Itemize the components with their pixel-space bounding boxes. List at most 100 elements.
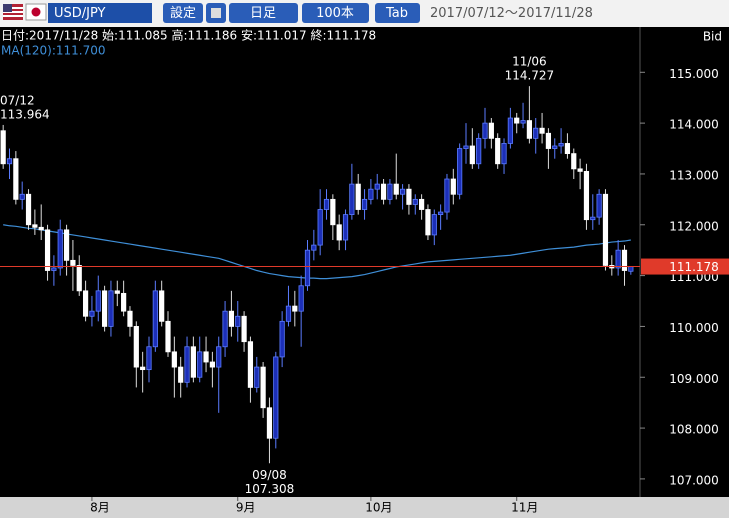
candle-body [254, 366, 260, 388]
candle-body [355, 183, 361, 210]
annotation-value: 114.727 [505, 69, 555, 83]
candle-body [399, 188, 406, 195]
candle-body [38, 226, 44, 231]
button-label: 100本 [316, 6, 354, 21]
candle-body [361, 198, 368, 210]
annotation-value: 113.964 [0, 107, 50, 121]
ohlc-info: 日付:2017/11/28 始:111.085 高:111.186 安:111.… [1, 28, 376, 43]
candle-body [298, 285, 304, 312]
last-price-tag [641, 258, 729, 275]
candle-body [577, 168, 583, 172]
candle-body [152, 290, 158, 348]
candle-body [32, 224, 38, 228]
button-label: 日足 [250, 6, 276, 21]
x-tick-label: 10月 [365, 501, 392, 515]
candle-body [615, 249, 621, 269]
date-range: 2017/07/12～2017/11/28 [430, 6, 593, 21]
candle-body [317, 209, 323, 246]
candle-body [368, 188, 374, 200]
candle-body [425, 209, 431, 236]
candle-body [209, 361, 215, 368]
candle-body [495, 137, 501, 165]
candle-body [140, 366, 146, 371]
annotation-date: 11/06 [512, 55, 547, 69]
candle-body [266, 407, 273, 439]
candle-body [545, 132, 552, 149]
button-label: Tab [385, 6, 408, 21]
y-tick-label: 112.000 [669, 219, 719, 233]
candle-body [444, 178, 450, 213]
y-tick-label: 113.000 [669, 168, 719, 182]
candle-body [323, 198, 330, 210]
candle-body [102, 290, 108, 327]
candle-body [488, 122, 494, 139]
candle-body [159, 290, 165, 322]
candle-body [44, 229, 51, 271]
candle-body [273, 356, 279, 439]
us-flag [3, 4, 23, 20]
count-button[interactable] [302, 3, 369, 23]
candle-body [95, 290, 101, 312]
y-tick-label: 114.000 [669, 118, 719, 132]
candle-body [70, 259, 76, 266]
candle-body [507, 117, 513, 144]
candle-body [501, 143, 507, 165]
candle-body [121, 292, 127, 312]
candle-body [583, 171, 590, 221]
candle-body [336, 224, 342, 241]
period-button[interactable] [229, 3, 298, 23]
ma-label: MA(120):111.700 [1, 44, 106, 58]
candle-body [431, 214, 437, 236]
candle-body [628, 266, 634, 272]
pair-button[interactable] [48, 3, 152, 23]
candle-body [6, 158, 13, 165]
candle-body [412, 198, 418, 205]
candle-body [539, 127, 545, 134]
candle-body [0, 130, 6, 165]
candle-body [457, 148, 463, 195]
candle-body [558, 143, 564, 147]
candle-body [190, 346, 196, 378]
tab-button[interactable] [375, 3, 420, 23]
y-tick-label: 110.000 [669, 321, 719, 335]
candle-body [247, 341, 254, 388]
candle-body [330, 198, 336, 226]
annotation-value: 107.308 [245, 482, 295, 496]
candle-body [393, 183, 399, 195]
ma-line [3, 224, 631, 280]
y-tick-label: 109.000 [669, 372, 719, 386]
candle-body [304, 249, 311, 287]
candle-body [406, 188, 412, 205]
candle-body [57, 229, 63, 269]
candle-body [349, 183, 355, 216]
candle-body [25, 193, 32, 226]
x-axis-strip [0, 497, 729, 518]
candle-body [520, 120, 526, 124]
candle-body [514, 117, 520, 124]
candle-body [596, 193, 602, 218]
y-tick-label: 115.000 [669, 67, 719, 81]
candle-body [292, 305, 298, 312]
candle-body [590, 216, 596, 221]
annotation-date: 09/08 [252, 468, 287, 482]
candle-body [222, 310, 228, 348]
button-label: 設定 [170, 5, 196, 21]
candle-body [76, 265, 82, 292]
candle-body [235, 315, 241, 327]
settings-button[interactable] [163, 3, 203, 23]
x-tick-label: 8月 [90, 501, 110, 515]
candle-body [621, 249, 628, 271]
candle-body [197, 351, 203, 378]
candle-body [51, 267, 57, 271]
candle-body [533, 127, 539, 139]
candle-body [602, 193, 609, 266]
candle-body [165, 320, 171, 353]
candle-body [564, 143, 571, 155]
candle-body [63, 229, 70, 261]
candle-body [552, 145, 558, 149]
y-tick-label: 107.000 [669, 473, 719, 487]
candle-body [285, 305, 292, 322]
candle-body [419, 198, 425, 210]
candle-body [13, 158, 19, 200]
